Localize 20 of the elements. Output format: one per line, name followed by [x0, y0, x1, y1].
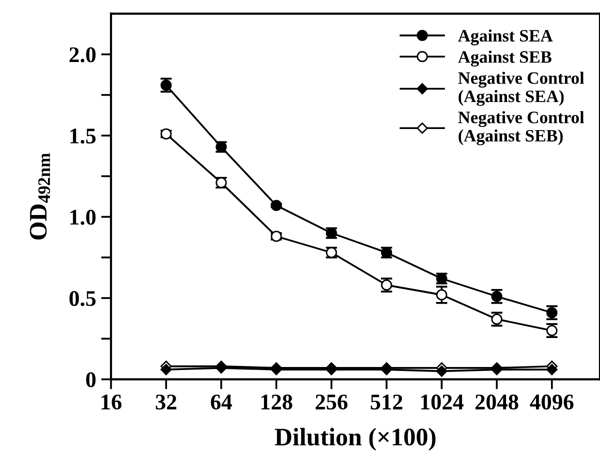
x-tick-label: 2048	[476, 394, 518, 410]
y-tick-label: 1.5	[70, 128, 96, 144]
x-tick-label: 32	[156, 394, 176, 410]
legend-label: Negative Control (Against SEA)	[458, 72, 584, 106]
y-tick-label: 0.5	[69, 291, 96, 306]
y-tick-label: 0	[86, 372, 96, 388]
legend-label: Against SEA	[458, 29, 553, 46]
y-tick-label: 2.0	[70, 47, 96, 62]
x-tick-label: 256	[316, 394, 348, 410]
legend-label: Against SEB	[458, 50, 552, 67]
x-axis-title: Dilution (×100)	[274, 428, 436, 451]
x-tick-label: 1024	[421, 394, 464, 410]
y-axis-title: OD$_{492nm}$	[30, 153, 50, 240]
x-tick-label: 4096	[530, 394, 574, 410]
x-tick-label: 128	[261, 394, 292, 410]
x-tick-label: 512	[370, 394, 402, 410]
x-tick-label: 64	[210, 394, 232, 410]
y-tick-label: 1.0	[70, 210, 96, 225]
legend-label: Negative Control (Against SEB)	[458, 111, 584, 146]
x-tick-label: 16	[102, 394, 122, 410]
